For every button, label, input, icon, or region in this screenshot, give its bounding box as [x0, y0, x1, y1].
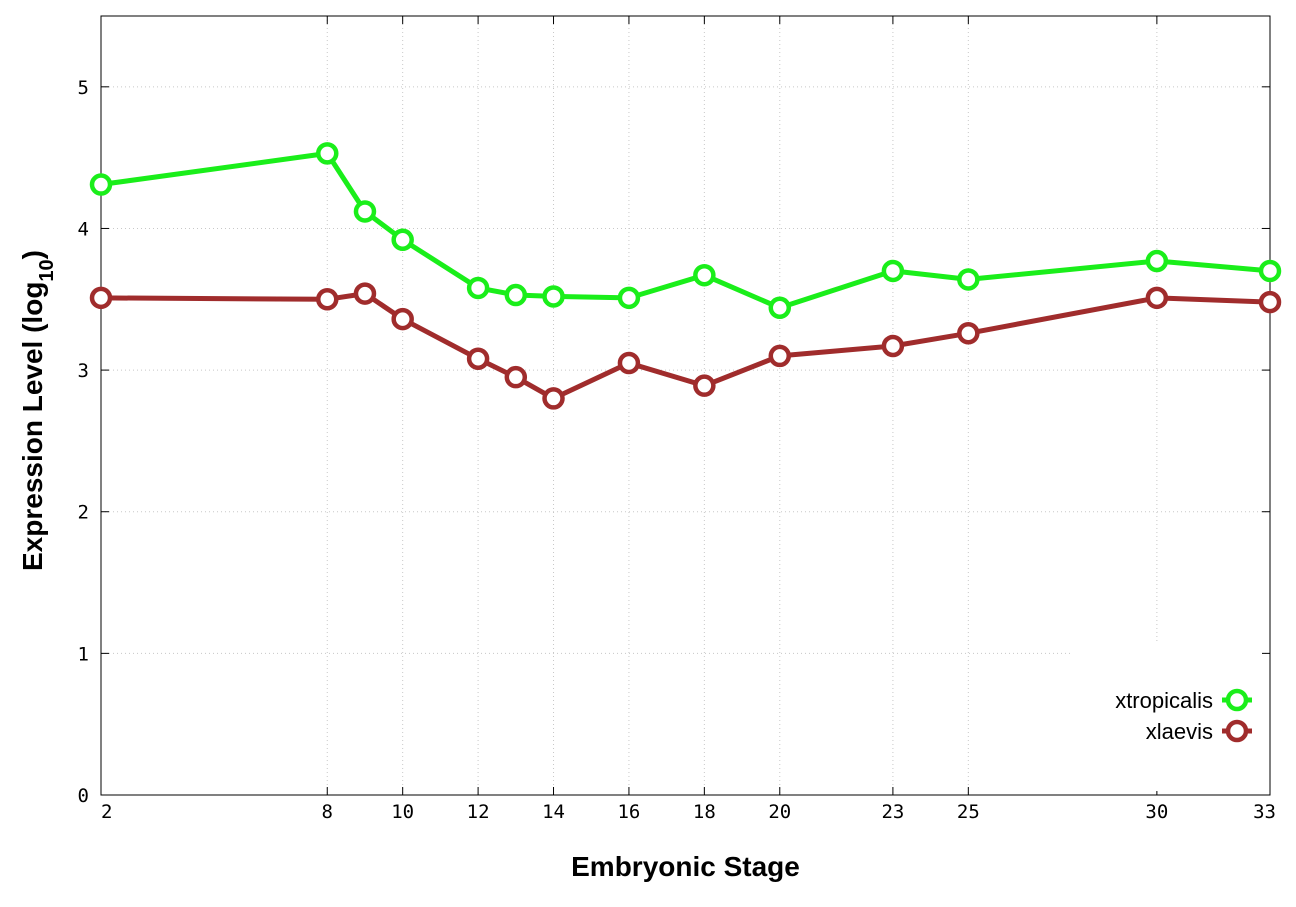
data-point-xtropicalis	[353, 200, 377, 223]
plot-frame	[100, 15, 1271, 796]
x-tick-label: 12	[467, 801, 490, 823]
y-axis-title-main: Expression Level (log	[17, 282, 48, 571]
data-point-xlaevis	[391, 307, 414, 331]
series-xlaevis	[89, 282, 1282, 410]
data-point-xlaevis	[89, 286, 113, 310]
data-point-xlaevis	[353, 282, 377, 305]
data-point-xtropicalis	[693, 263, 716, 287]
x-tick-label: 14	[542, 801, 565, 823]
y-tick-label: 0	[78, 785, 89, 807]
x-tick-label: 20	[768, 801, 791, 823]
series-layer	[89, 142, 1282, 410]
y-axis-title-subscript: 10	[36, 259, 58, 281]
x-tick-label: 33	[1253, 801, 1276, 823]
y-axis-title: Expression Level (log10)	[17, 250, 58, 571]
legend-label-xlaevis: xlaevis	[1146, 719, 1213, 744]
data-point-xtropicalis	[391, 228, 414, 252]
y-axis-title-close: )	[17, 250, 48, 259]
x-tick-label: 2	[101, 801, 112, 823]
y-tick-label: 4	[78, 218, 89, 240]
x-tick-label: 23	[881, 801, 904, 823]
data-point-xlaevis	[504, 365, 528, 389]
data-point-xtropicalis	[466, 276, 490, 300]
data-point-xtropicalis	[957, 268, 980, 291]
y-tick-label: 2	[78, 502, 89, 524]
data-point-xlaevis	[768, 344, 792, 368]
data-point-xtropicalis	[542, 285, 565, 308]
data-point-xtropicalis	[617, 286, 641, 310]
data-point-xtropicalis	[881, 259, 905, 283]
x-tick-label: 10	[391, 801, 414, 823]
data-point-xtropicalis	[768, 296, 792, 320]
legend-marker-xtropicalis	[1225, 688, 1249, 712]
grid-lines	[101, 16, 1270, 795]
series-line-xtropicalis	[100, 150, 1271, 311]
legend-background	[1072, 643, 1262, 791]
data-point-xlaevis	[693, 374, 716, 397]
x-tick-label: 18	[693, 801, 716, 823]
data-point-xlaevis	[1258, 290, 1282, 314]
data-point-xtropicalis	[1258, 259, 1282, 283]
series-xtropicalis	[89, 142, 1282, 320]
x-tick-label: 30	[1145, 801, 1168, 823]
x-tick-label: 16	[617, 801, 640, 823]
data-point-xtropicalis	[1145, 249, 1169, 273]
data-point-xlaevis	[316, 288, 339, 311]
series-line-xlaevis	[100, 291, 1271, 401]
x-tick-label: 25	[957, 801, 980, 823]
data-point-xlaevis	[617, 351, 641, 375]
y-tick-label: 1	[78, 643, 89, 665]
data-point-xtropicalis	[316, 142, 339, 165]
legend-label-xtropicalis: xtropicalis	[1115, 688, 1213, 713]
x-axis-title: Embryonic Stage	[571, 851, 800, 882]
data-point-xlaevis	[881, 334, 905, 358]
data-point-xtropicalis	[504, 283, 528, 307]
data-point-xlaevis	[542, 387, 565, 410]
y-tick-label: 5	[78, 77, 89, 99]
x-tick-label: 8	[322, 801, 333, 823]
legend-marker-xlaevis	[1225, 719, 1249, 743]
y-tick-label: 3	[78, 360, 89, 382]
legend: xtropicalis xlaevis	[1072, 643, 1262, 791]
data-point-xlaevis	[1145, 286, 1169, 310]
data-point-xtropicalis	[89, 173, 113, 196]
data-point-xlaevis	[466, 347, 490, 371]
data-point-xlaevis	[957, 322, 980, 345]
